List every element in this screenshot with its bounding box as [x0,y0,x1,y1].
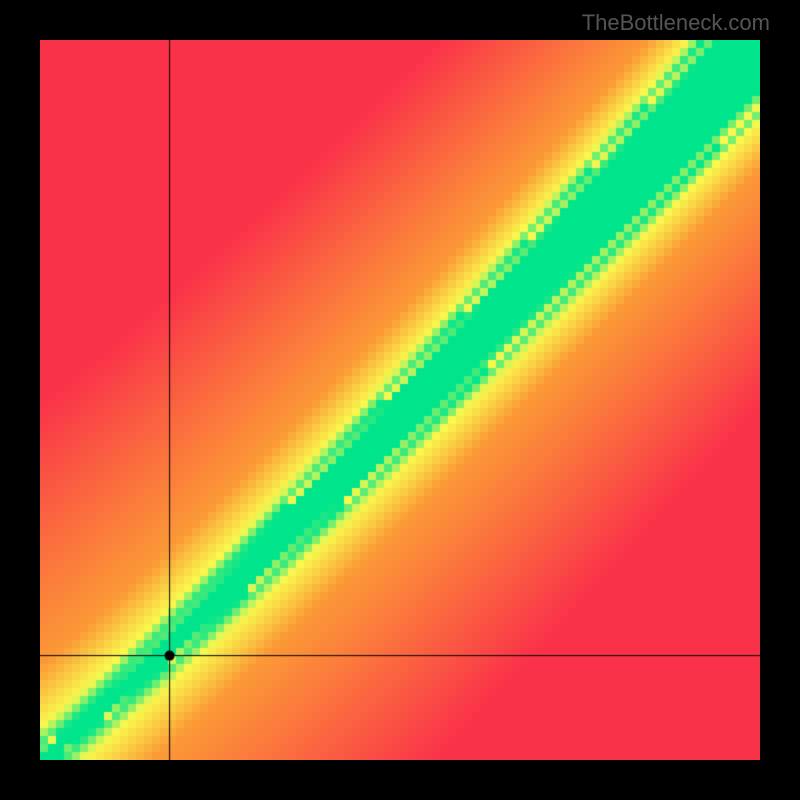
heatmap-canvas [40,40,760,760]
heatmap-plot [40,40,760,760]
watermark-text: TheBottleneck.com [582,10,770,36]
